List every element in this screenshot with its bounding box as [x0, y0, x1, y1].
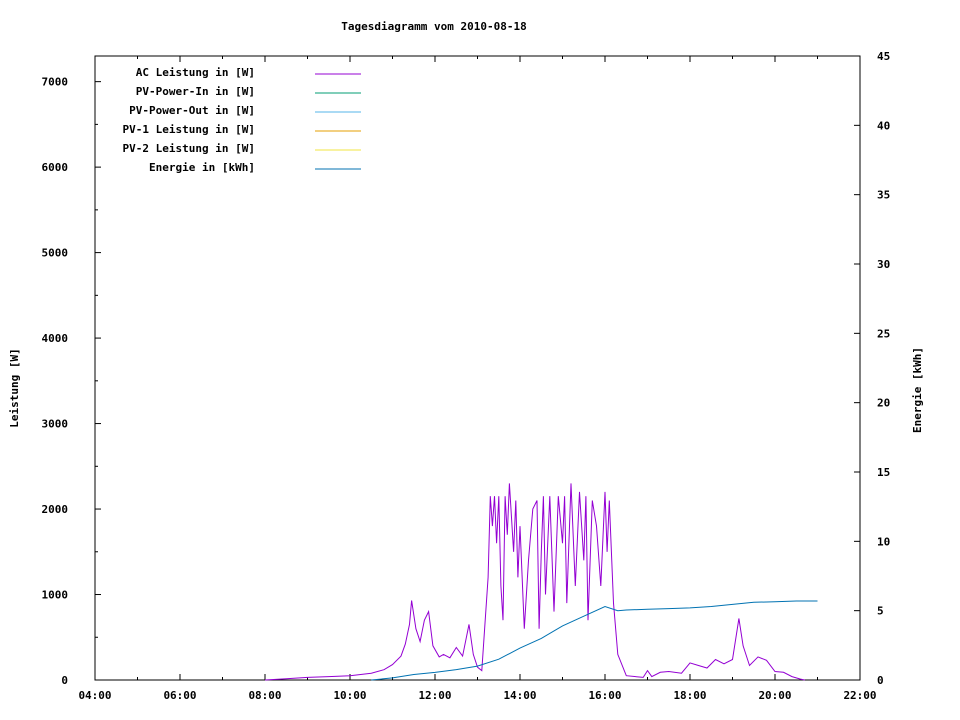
x-tick-label: 12:00	[418, 689, 451, 702]
x-tick-label: 14:00	[503, 689, 536, 702]
legend-label: PV-Power-Out in [W]	[129, 104, 255, 117]
x-tick-label: 06:00	[163, 689, 196, 702]
y-tick-label-right: 40	[877, 119, 890, 132]
chart-title: Tagesdiagramm vom 2010-08-18	[341, 20, 526, 33]
y-tick-label-left: 0	[61, 674, 68, 687]
y-tick-label-right: 20	[877, 397, 890, 410]
axis-ticks: 04:00 06:00 08:00 10:00 12:00 14:00 16:00 18:00…	[42, 50, 891, 702]
y-tick-label-right: 15	[877, 466, 890, 479]
y-tick-label-left: 4000	[42, 332, 69, 345]
y-axis-label-left: Leistung [W]	[8, 348, 21, 427]
legend-label: Energie in [kWh]	[149, 161, 255, 174]
x-tick-label: 16:00	[588, 689, 621, 702]
y-tick-label-left: 5000	[42, 247, 69, 260]
y-tick-label-left: 6000	[42, 161, 69, 174]
y-tick-label-right: 30	[877, 258, 890, 271]
x-tick-label: 04:00	[78, 689, 111, 702]
series-line-5	[371, 600, 818, 681]
y-tick-label-left: 7000	[42, 76, 69, 89]
y-tick-label-right: 35	[877, 189, 890, 202]
y-tick-label-right: 10	[877, 535, 890, 548]
x-tick-label: 10:00	[333, 689, 366, 702]
x-tick-label: 20:00	[758, 689, 791, 702]
legend-label: PV-2 Leistung in [W]	[123, 142, 255, 155]
legend-label: AC Leistung in [W]	[136, 66, 255, 79]
series-layer	[264, 483, 818, 681]
y-axis-label-right: Energie [kWh]	[911, 347, 924, 433]
x-tick-label: 22:00	[843, 689, 876, 702]
y-tick-label-left: 1000	[42, 589, 69, 602]
legend-label: PV-1 Leistung in [W]	[123, 123, 255, 136]
series-line-0	[264, 483, 805, 681]
x-tick-label: 18:00	[673, 689, 706, 702]
y-tick-label-right: 45	[877, 50, 890, 63]
legend: AC Leistung in [W] PV-Power-In in [W] PV-P…	[123, 66, 361, 174]
y-tick-label-right: 0	[877, 674, 884, 687]
y-tick-label-right: 5	[877, 605, 884, 618]
x-tick-label: 08:00	[248, 689, 281, 702]
y-tick-label-right: 25	[877, 327, 890, 340]
legend-label: PV-Power-In in [W]	[136, 85, 255, 98]
y-tick-label-left: 2000	[42, 503, 69, 516]
y-tick-label-left: 3000	[42, 418, 69, 431]
